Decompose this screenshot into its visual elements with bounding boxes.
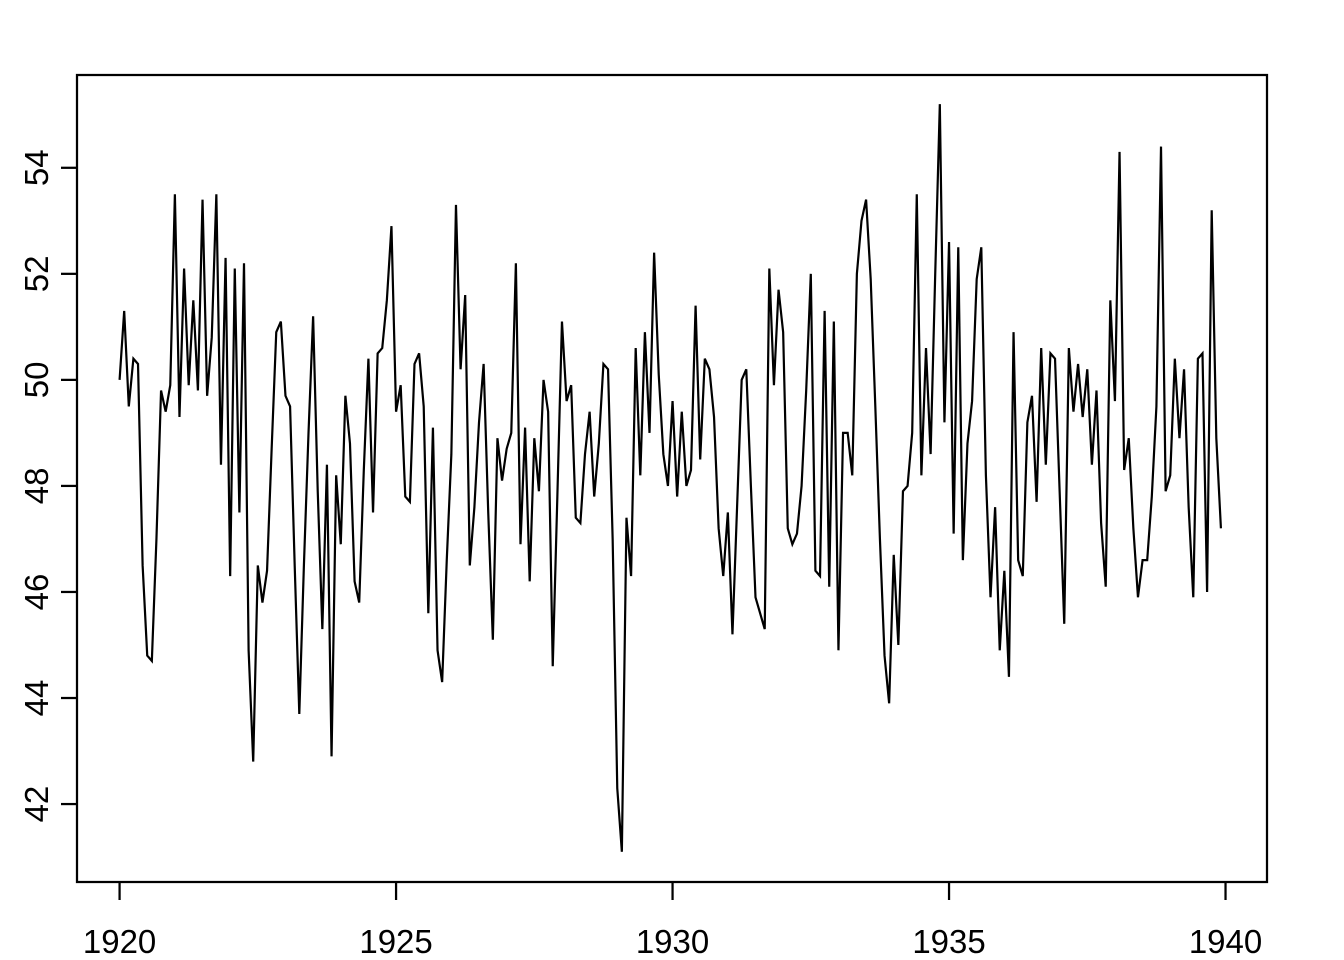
series-line [118, 104, 1223, 852]
x-tick-label: 1935 [912, 923, 985, 960]
x-tick-label: 1920 [83, 923, 156, 960]
plot-border [75, 73, 1269, 884]
y-tick-label: 54 [18, 149, 55, 186]
y-axis: 42 44 46 48 50 52 54 [18, 149, 77, 822]
y-tick-label: 52 [18, 255, 55, 292]
x-tick-label: 1925 [359, 923, 432, 960]
y-tick-label: 42 [18, 786, 55, 823]
x-tick-label: 1940 [1189, 923, 1262, 960]
plot-box [75, 73, 1269, 884]
y-tick-label: 48 [18, 468, 55, 505]
x-tick-label: 1930 [636, 923, 709, 960]
y-tick-label: 50 [18, 362, 55, 399]
y-tick-label: 46 [18, 574, 55, 611]
y-tick-label: 44 [18, 680, 55, 717]
data-series [118, 104, 1223, 852]
x-axis: 1920 1925 1930 1935 1940 [83, 882, 1262, 960]
